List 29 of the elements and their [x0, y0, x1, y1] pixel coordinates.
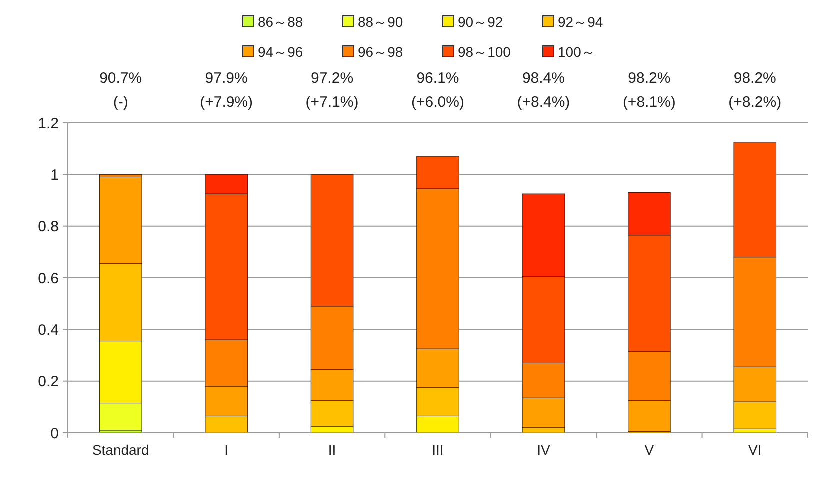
- x-tick-label: II: [328, 442, 336, 458]
- x-tick-label: V: [644, 442, 655, 458]
- y-tick-label: 0.8: [38, 218, 59, 236]
- legend-label: 100～: [558, 44, 596, 60]
- legend-label: 96～98: [358, 44, 404, 60]
- text: 97.2% (+7.1%): [306, 70, 359, 111]
- legend-label: 98～100: [458, 44, 512, 60]
- text: 90.7% (-): [100, 70, 142, 111]
- legend-label: 94～96: [258, 44, 304, 60]
- text: 98.2% (+8.2%): [728, 70, 782, 111]
- x-tick-label: III: [432, 442, 444, 458]
- legend-label: 92～94: [558, 14, 604, 30]
- y-tick-label: 0.6: [38, 270, 59, 288]
- legend-label: 90～92: [458, 14, 504, 30]
- y-tick-label: 0.4: [38, 322, 59, 339]
- text: 98.4% (+8.4%): [517, 70, 570, 111]
- x-tick-label: I: [224, 442, 229, 458]
- y-tick-label: 0: [50, 425, 59, 442]
- legend-label: 88～90: [358, 14, 404, 30]
- y-tick-label: 1: [50, 166, 59, 184]
- y-tick-label: 1.2: [38, 115, 59, 132]
- legend-label: 86～88: [258, 14, 304, 30]
- x-tick-label: IV: [537, 442, 551, 458]
- x-tick-label: VI: [748, 442, 762, 458]
- text: 96.1% (+6.0%): [412, 70, 464, 111]
- text: 98.2% (+8.1%): [622, 70, 676, 111]
- text: 97.9% (+7.9%): [200, 70, 254, 111]
- x-tick-label: Standard: [92, 442, 150, 458]
- y-tick-label: 0.2: [38, 374, 59, 391]
